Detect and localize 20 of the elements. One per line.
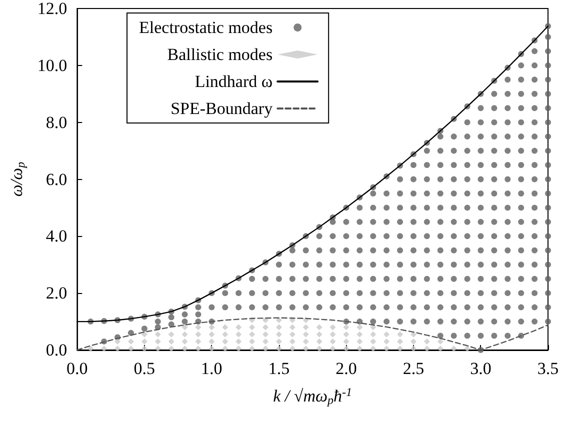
y-tick-label: 2.0 (46, 284, 68, 303)
y-axis-title: ω/ωp (7, 162, 28, 197)
legend-label: Electrostatic modes (139, 18, 273, 37)
x-tick-label: 2.5 (402, 359, 424, 378)
y-tick-label: 6.0 (46, 170, 68, 189)
legend-label: Lindhard ω (194, 72, 273, 91)
x-tick-label: 3.0 (470, 359, 492, 378)
x-tick-label: 3.5 (537, 359, 559, 378)
y-tick-label: 0.0 (46, 340, 68, 360)
y-tick-label: 4.0 (46, 226, 68, 246)
x-tick-label: 1.0 (201, 359, 222, 378)
x-tick-label: 1.5 (268, 359, 290, 378)
x-tick-label: 0.5 (134, 359, 156, 378)
x-tick-label: 0.0 (66, 359, 88, 378)
y-tick-label: 10.0 (37, 56, 68, 75)
legend-label: SPE-Boundary (170, 99, 274, 118)
y-tick-label: 8.0 (46, 112, 68, 132)
legend-label: Ballistic modes (167, 45, 273, 64)
y-tick-label: 12.0 (37, 0, 68, 18)
x-tick-label: 2.0 (336, 359, 357, 378)
